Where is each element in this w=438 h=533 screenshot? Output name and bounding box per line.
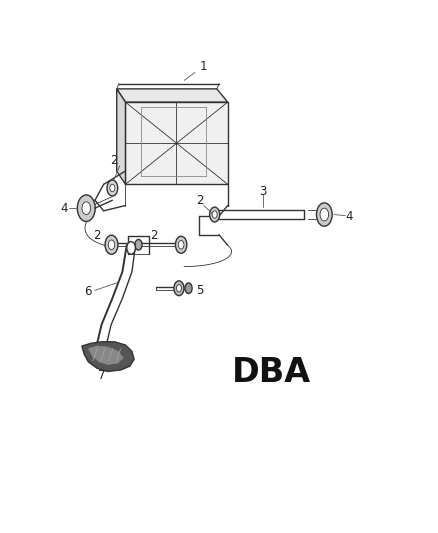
Ellipse shape: [210, 207, 219, 222]
Text: DBA: DBA: [232, 356, 311, 389]
Ellipse shape: [108, 240, 115, 249]
Ellipse shape: [78, 195, 95, 221]
Ellipse shape: [127, 241, 135, 254]
Ellipse shape: [105, 235, 118, 254]
Ellipse shape: [135, 239, 142, 250]
Text: 2: 2: [196, 193, 203, 207]
Polygon shape: [117, 89, 125, 184]
Ellipse shape: [185, 283, 192, 294]
Ellipse shape: [82, 202, 91, 215]
Ellipse shape: [177, 285, 181, 292]
Ellipse shape: [320, 208, 328, 221]
Polygon shape: [117, 89, 228, 102]
Text: 6: 6: [84, 286, 91, 298]
Text: 5: 5: [196, 284, 203, 297]
Polygon shape: [88, 346, 123, 365]
Text: 2: 2: [93, 229, 101, 242]
Text: 1: 1: [184, 60, 208, 80]
Ellipse shape: [212, 211, 217, 218]
Text: 2: 2: [110, 154, 117, 167]
Ellipse shape: [174, 281, 184, 296]
Ellipse shape: [175, 236, 187, 253]
Polygon shape: [82, 342, 134, 372]
Ellipse shape: [110, 184, 115, 192]
Text: 2: 2: [150, 229, 158, 242]
Ellipse shape: [317, 203, 332, 226]
Text: 4: 4: [346, 210, 353, 223]
Ellipse shape: [107, 180, 118, 196]
Ellipse shape: [178, 240, 184, 249]
Text: 3: 3: [259, 185, 266, 198]
Text: 4: 4: [60, 201, 67, 215]
Polygon shape: [125, 102, 228, 184]
Text: 7: 7: [98, 369, 105, 382]
